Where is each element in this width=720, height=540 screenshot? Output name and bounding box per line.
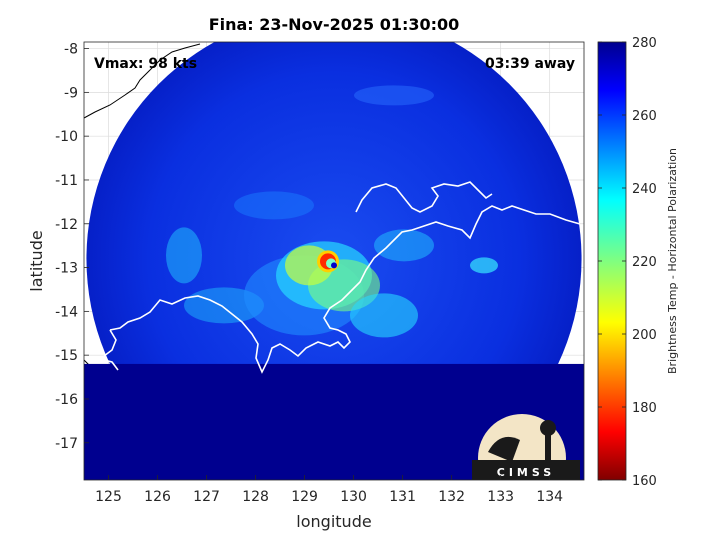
- y-tick-label: -8: [64, 42, 78, 58]
- plot-frame: [83, 41, 585, 481]
- plot-area: CIMSS: [84, 42, 584, 480]
- logo-dish-icon: [488, 436, 520, 462]
- x-tick-label: 125: [95, 489, 122, 505]
- logo-tower-icon: [545, 428, 551, 462]
- colorbar-tick-label: 240: [632, 182, 657, 197]
- y-tick-label: -14: [55, 304, 78, 320]
- colorbar-tick-label: 260: [632, 109, 657, 124]
- x-tick-label: 129: [291, 489, 318, 505]
- convection-region: [184, 287, 264, 324]
- colorbar-ticks: 280 260 240 220 200 180 160: [598, 36, 657, 489]
- y-tick-label: -16: [55, 392, 78, 408]
- colorbar-tick-label: 160: [632, 474, 657, 489]
- y-tick-label: -12: [55, 217, 78, 233]
- x-tick-label: 130: [340, 489, 367, 505]
- convection-region: [234, 191, 314, 220]
- x-tick-label: 127: [193, 489, 220, 505]
- storm-features: [166, 85, 498, 338]
- x-tick-label: 133: [487, 489, 514, 505]
- coastline-in-swath: [103, 181, 581, 374]
- time-away-annotation: 03:39 away: [485, 56, 575, 72]
- logo-text: CIMSS: [497, 466, 555, 479]
- chart-title: Fina: 23-Nov-2025 01:30:00: [209, 15, 460, 34]
- convection-region: [374, 229, 434, 262]
- x-tick-label: 132: [438, 489, 465, 505]
- colorbar-label: Brightness Temp - Horizontal Polarizatio…: [666, 148, 679, 374]
- convection-region: [166, 227, 202, 284]
- vmax-annotation: Vmax: 98 kts: [94, 56, 197, 72]
- x-tick-label: 126: [144, 489, 171, 505]
- x-axis-label: longitude: [296, 512, 371, 531]
- cimss-logo: CIMSS: [472, 414, 580, 480]
- x-tick-label: 131: [389, 489, 416, 505]
- y-axis-ticks: -8 -9 -10 -11 -12 -13 -14 -15 -16 -17: [55, 42, 89, 452]
- y-tick-label: -9: [64, 85, 78, 101]
- x-tick-label: 128: [242, 489, 269, 505]
- logo-tower-top-icon: [540, 420, 556, 436]
- colorbar-tick-label: 280: [632, 36, 657, 51]
- y-axis-label: latitude: [27, 230, 46, 291]
- colorbar-tick-label: 180: [632, 401, 657, 416]
- x-tick-label: 134: [536, 489, 563, 505]
- colorbar: [597, 41, 627, 481]
- storm-eye-center: [331, 262, 337, 269]
- y-tick-label: -13: [55, 261, 78, 277]
- convection-region: [470, 257, 498, 274]
- y-tick-label: -17: [55, 436, 78, 452]
- colorbar-tick-label: 200: [632, 328, 657, 343]
- y-tick-label: -11: [55, 173, 78, 189]
- colorbar-tick-label: 220: [632, 255, 657, 270]
- convection-region: [354, 85, 434, 106]
- convection-region: [350, 293, 418, 338]
- y-tick-label: -10: [55, 129, 78, 145]
- y-tick-label: -15: [55, 348, 78, 364]
- logo-building: [472, 460, 580, 480]
- x-axis-ticks: 125 126 127 128 129 130 131 132 133 134: [95, 475, 563, 505]
